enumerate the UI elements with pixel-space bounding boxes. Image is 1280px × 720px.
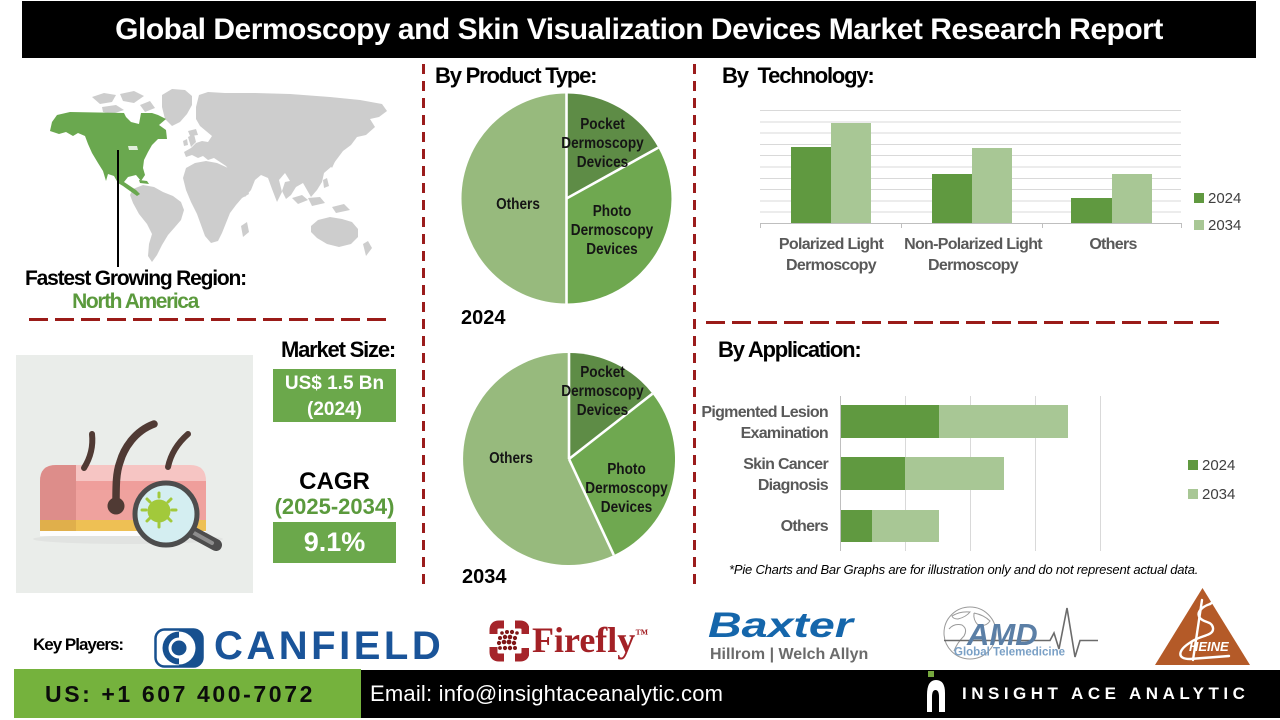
svg-text:HEINE: HEINE (1189, 639, 1229, 654)
svg-text:AMD: AMD (966, 617, 1038, 652)
svg-text:Global Telemedicine: Global Telemedicine (954, 647, 1065, 659)
